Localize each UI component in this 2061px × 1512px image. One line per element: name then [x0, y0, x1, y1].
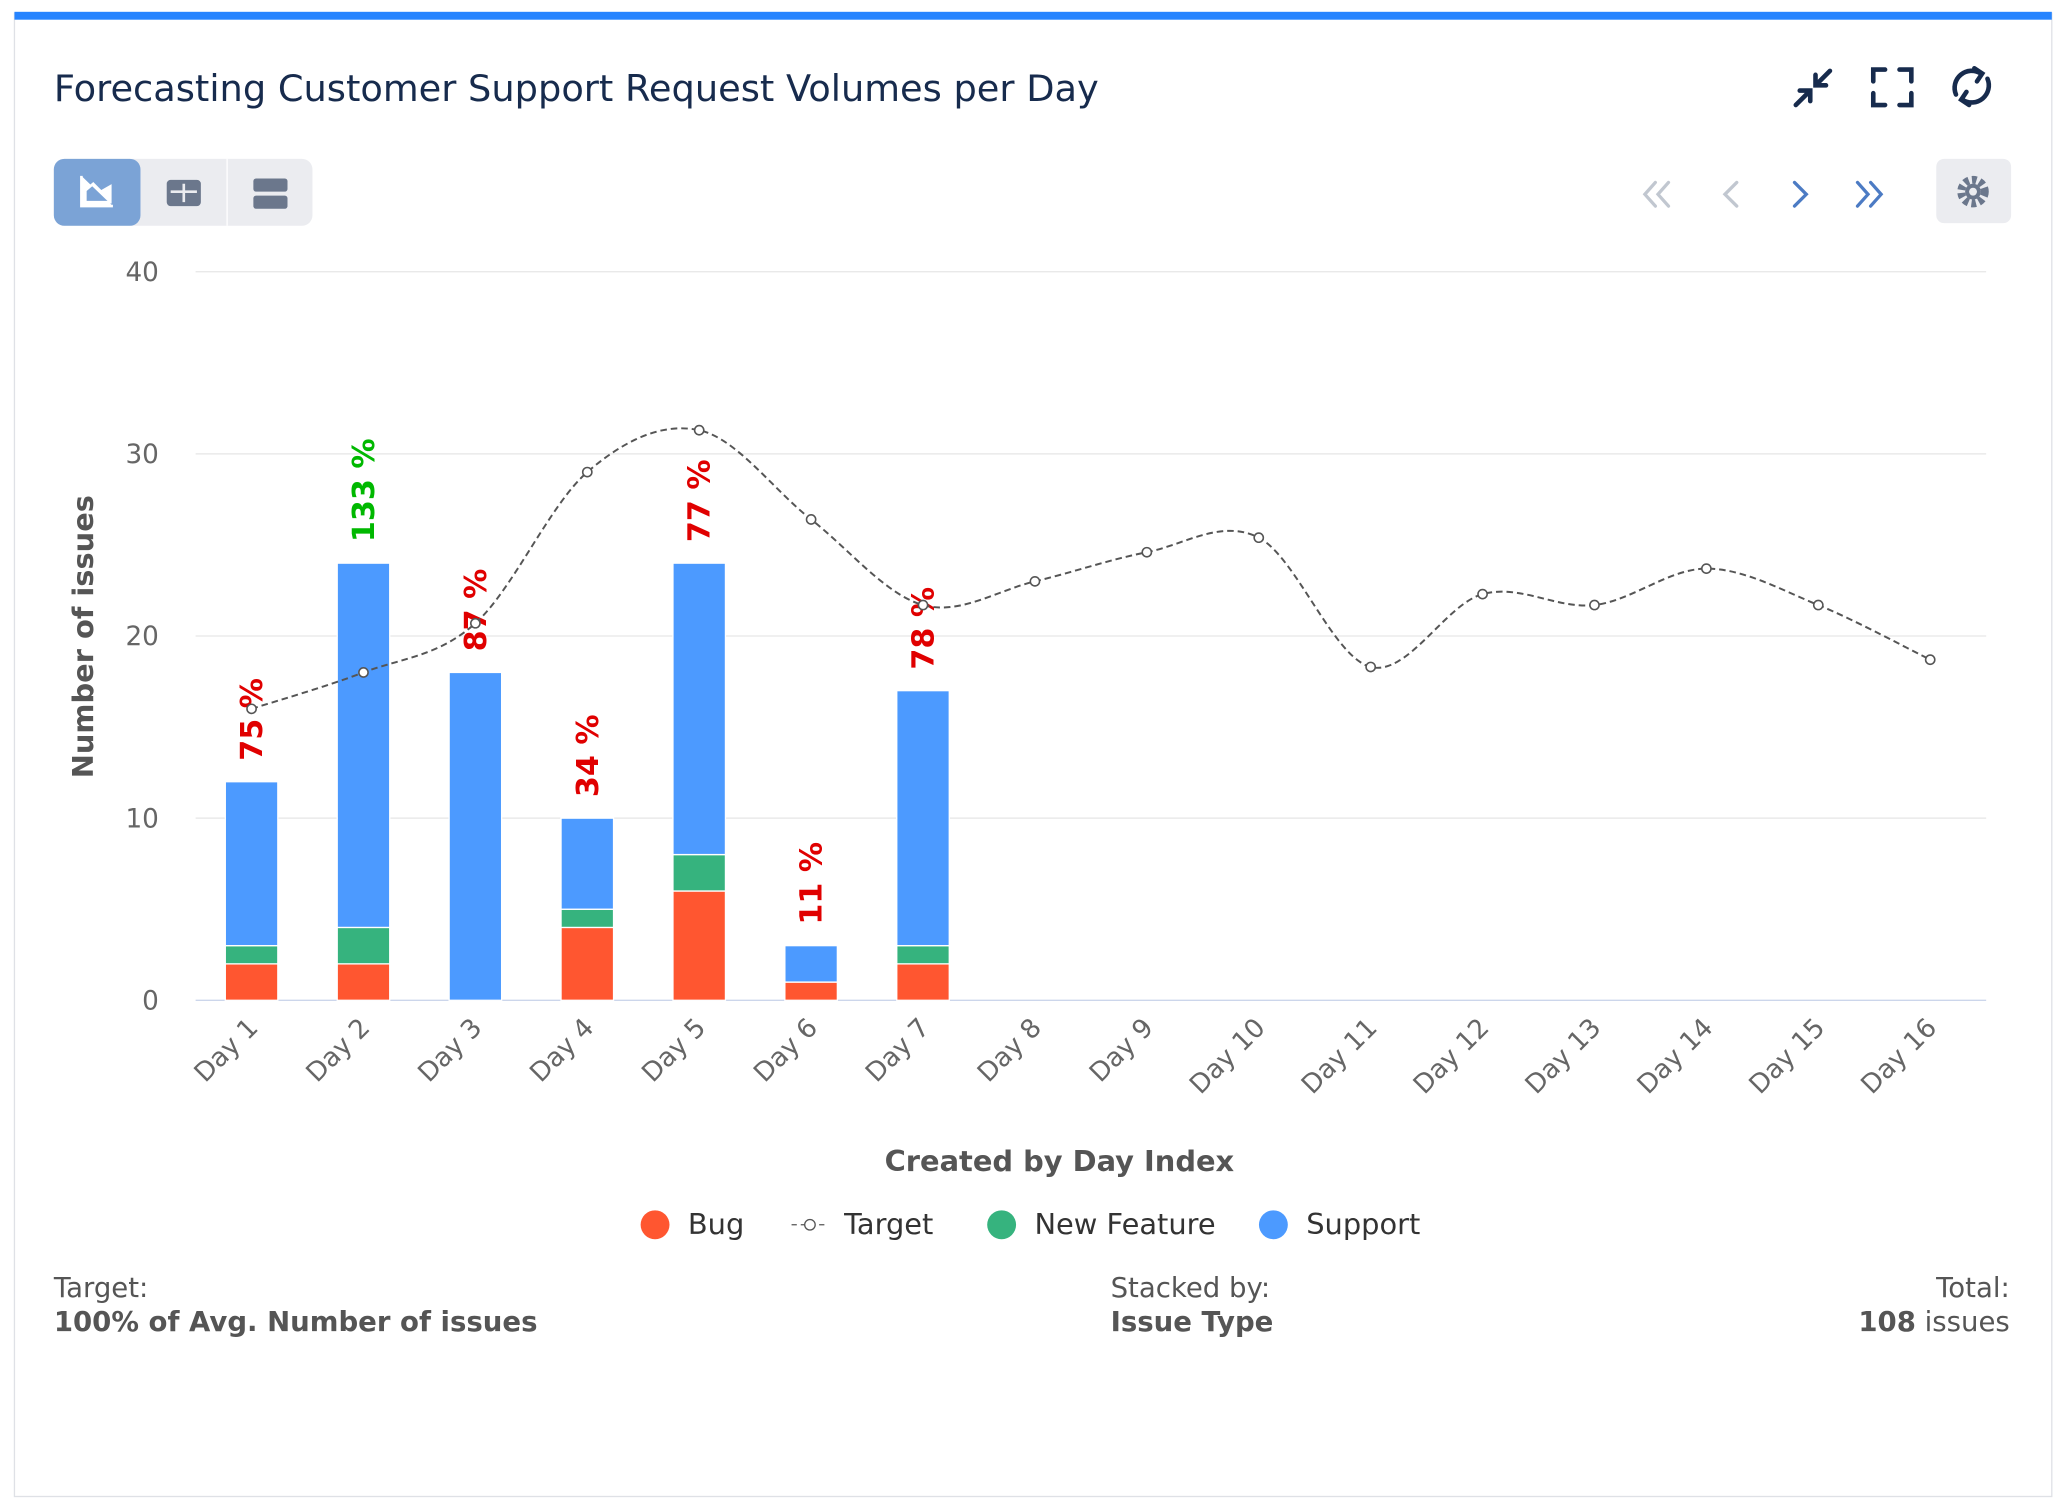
prev-page-button[interactable]: [1722, 180, 1739, 208]
y-tick-label: 30: [125, 440, 158, 470]
percent-label: 78 %: [907, 587, 942, 670]
bar-segment: [224, 963, 279, 1001]
x-axis-title: Created by Day Index: [885, 1144, 1235, 1178]
bar-segment: [560, 908, 615, 929]
target-point: [693, 424, 705, 436]
bar-segment: [224, 944, 279, 965]
target-point: [917, 599, 929, 611]
target-point: [1141, 546, 1153, 558]
footer-label: Target:: [53, 1272, 149, 1304]
legend-label: Support: [1306, 1207, 1420, 1241]
y-tick-label: 10: [125, 804, 158, 834]
target-point: [805, 514, 817, 525]
bar-segment: [896, 689, 950, 947]
chart-view-button[interactable]: [53, 158, 141, 226]
legend-symbol: [1258, 1210, 1288, 1240]
list-view-button[interactable]: [253, 178, 288, 192]
refresh-button[interactable]: [1952, 65, 1992, 108]
target-line: [251, 427, 1931, 710]
bar-segment: [336, 926, 391, 965]
card: [13, 12, 2053, 1498]
percent-label: 87 %: [459, 569, 494, 652]
legend-symbol: [640, 1210, 670, 1240]
legend-label: New Feature: [1034, 1207, 1215, 1241]
y-axis-title: Number of issues: [66, 495, 100, 778]
bar-segment: [224, 781, 279, 947]
bar-segment: [336, 963, 391, 1001]
fullscreen-button[interactable]: [1870, 67, 1914, 108]
total-value: 108: [1858, 1306, 1916, 1338]
legend-symbol: [804, 1218, 816, 1231]
percent-label: 11 %: [795, 842, 830, 925]
bar-segment: [672, 890, 727, 1001]
bar-segment: [560, 817, 615, 910]
percent-label: 133 %: [347, 438, 382, 542]
bar-segment: [784, 981, 839, 1001]
bar-segment: [336, 562, 391, 929]
target-point: [1812, 599, 1824, 611]
bar-segment: [672, 853, 727, 892]
y-tick-label: 20: [125, 622, 158, 652]
target-point: [1701, 563, 1712, 575]
next-page-button[interactable]: [1792, 180, 1809, 208]
view-toggle: [53, 158, 313, 226]
legend-item[interactable]: Target: [791, 1207, 934, 1241]
footer-value: 100% of Avg. Number of issues: [54, 1306, 538, 1338]
gear: [1957, 175, 1989, 208]
target-point: [1924, 654, 1936, 666]
target-point: [581, 466, 593, 478]
footer-label: Total:: [1935, 1272, 2010, 1304]
total-unit: issues: [1925, 1306, 2010, 1338]
bar-segment: [896, 963, 950, 1001]
bar-segment: [560, 926, 615, 1001]
footer-label: Stacked by:: [1111, 1272, 1271, 1304]
legend-item[interactable]: New Feature: [987, 1207, 1216, 1241]
percent-label: 34 %: [571, 714, 606, 797]
last-page-button[interactable]: [1855, 180, 1884, 208]
bar-segment: [896, 944, 950, 965]
target-point: [358, 667, 369, 678]
percent-label: 77 %: [683, 459, 718, 542]
target-point: [1477, 588, 1488, 600]
legend-label: Target: [843, 1207, 933, 1241]
collapse-button[interactable]: [1793, 68, 1833, 108]
bar-segment: [672, 562, 727, 856]
legend-label: Bug: [688, 1207, 744, 1241]
target-point: [246, 703, 257, 715]
target-point: [1253, 532, 1265, 544]
y-tick-label: 0: [142, 986, 159, 1016]
percent-label: 75 %: [235, 678, 270, 761]
legend-symbol: [987, 1210, 1017, 1240]
bar-segment: [448, 671, 503, 1001]
target-point: [1589, 599, 1600, 611]
target-point: [1029, 575, 1041, 587]
bar-segment: [784, 944, 839, 983]
top-bar: [14, 11, 2052, 20]
y-tick-label: 40: [125, 258, 158, 288]
footer-total: 108 issues: [1858, 1306, 2009, 1338]
legend-item[interactable]: Bug: [640, 1207, 745, 1241]
legend-item[interactable]: Support: [1258, 1207, 1420, 1241]
target-point: [470, 617, 481, 629]
target-point: [1365, 661, 1377, 673]
first-page-button[interactable]: [1642, 180, 1671, 208]
chart-title: Forecasting Customer Support Request Vol…: [54, 67, 1099, 110]
footer-value: Issue Type: [1111, 1306, 1274, 1338]
